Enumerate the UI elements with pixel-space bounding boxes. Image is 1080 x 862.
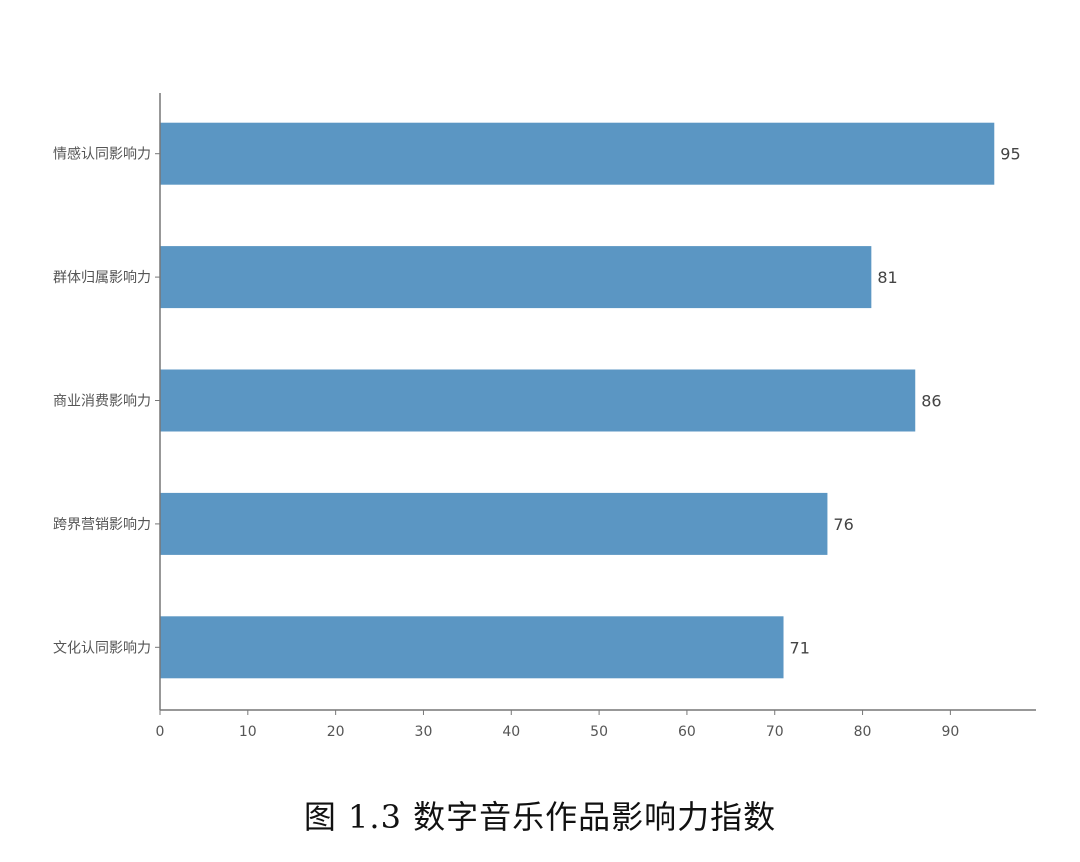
x-tick-label: 30 bbox=[415, 724, 433, 740]
bar bbox=[160, 369, 916, 432]
category-label: 跨界营销影响力 bbox=[53, 517, 151, 533]
x-tick-label: 80 bbox=[854, 724, 872, 740]
x-tick-label: 40 bbox=[502, 724, 520, 740]
data-label: 81 bbox=[877, 268, 897, 287]
x-tick-label: 50 bbox=[590, 724, 608, 740]
x-tick-label: 60 bbox=[678, 724, 696, 740]
bar bbox=[160, 492, 828, 555]
x-tick-label: 90 bbox=[941, 724, 959, 740]
x-tick-label: 20 bbox=[327, 724, 345, 740]
data-label: 95 bbox=[1000, 145, 1020, 164]
category-label: 文化认同影响力 bbox=[53, 640, 151, 656]
bar bbox=[160, 122, 995, 185]
bar bbox=[160, 616, 784, 679]
category-label: 群体归属影响力 bbox=[53, 269, 151, 286]
x-tick-label: 0 bbox=[156, 724, 165, 740]
bar bbox=[160, 246, 872, 309]
category-label: 商业消费影响力 bbox=[53, 394, 151, 410]
data-label: 76 bbox=[833, 515, 853, 534]
bar-chart: 情感认同影响力 95 群体归属影响力 81 商业消费影响力 86 跨界营销影响力 76 文化认同… bbox=[53, 93, 1036, 740]
data-label: 71 bbox=[790, 638, 810, 657]
category-label: 情感认同影响力 bbox=[53, 146, 151, 163]
data-label: 86 bbox=[921, 392, 941, 411]
x-tick-label: 10 bbox=[239, 724, 257, 740]
figure-caption: 图 1.3 数字音乐作品影响力指数 bbox=[303, 798, 777, 836]
x-tick-label: 70 bbox=[766, 724, 784, 740]
